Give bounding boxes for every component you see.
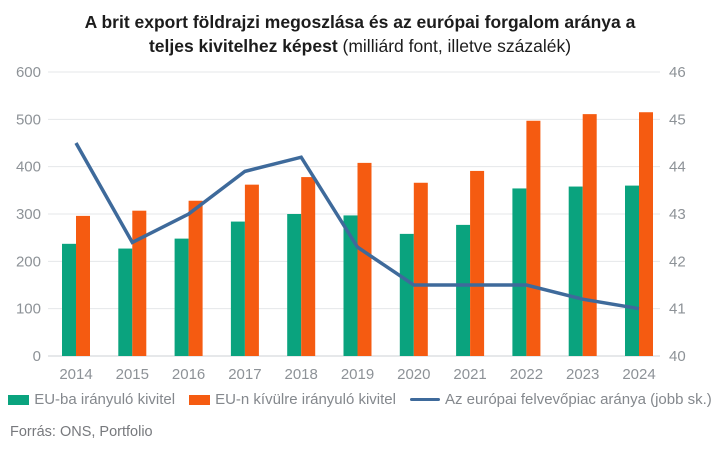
y-axis-label-left: 600 [16, 64, 41, 81]
x-axis-label: 2021 [453, 366, 486, 383]
chart-title-line2-bold: teljes kivitelhez képest [148, 36, 338, 57]
legend-swatch-non-eu-export [189, 394, 211, 405]
eu-share-trend-line [74, 142, 640, 311]
y-axis-label-left: 200 [16, 253, 41, 270]
y-axis-label-left: 0 [33, 348, 41, 365]
x-axis-label: 2019 [341, 366, 374, 383]
bar-non-eu-export-2020 [413, 182, 428, 356]
y-axis-label-right: 45 [669, 111, 686, 128]
bar-non-eu-export-2014 [76, 215, 90, 356]
x-axis-label: 2015 [116, 366, 149, 383]
y-axis-label-left: 300 [16, 206, 41, 223]
legend-swatch-eu-share-line [409, 397, 440, 402]
bar-eu-export-2022 [512, 188, 527, 356]
bar-eu-export-2023 [568, 186, 583, 356]
y-axis-label-left: 100 [16, 301, 41, 318]
chart-title-unit: (milliárd font, illetve százalék) [337, 36, 572, 57]
bar-eu-export-2021 [456, 224, 471, 356]
bar-eu-export-2024 [625, 185, 639, 356]
bar-non-eu-export-2016 [188, 200, 203, 356]
bar-eu-export-2020 [399, 233, 414, 356]
legend-item-eu-share-line: Az európai felvevőpiac aránya (jobb sk.) [409, 391, 712, 408]
legend: EU-ba irányuló kivitel EU-n kívülre irán… [0, 391, 720, 408]
y-axis-label-right: 41 [669, 301, 686, 318]
y-axis-label-left: 400 [16, 159, 41, 176]
legend-swatch-eu-export [8, 394, 30, 405]
legend-label-non-eu-export: EU-n kívülre irányuló kivitel [215, 391, 396, 408]
y-axis-label-right: 46 [669, 64, 686, 81]
chart-canvas: 0 40 100 41 200 42 300 43 400 44 500 45 600 46 2014 201… [16, 64, 686, 383]
x-axis-label: 2018 [285, 366, 318, 383]
bar-non-eu-export-2015 [132, 210, 147, 356]
y-axis-label-right: 42 [669, 253, 686, 270]
bar-eu-export-2017 [230, 221, 245, 356]
y-axis-label-right: 40 [669, 348, 686, 365]
source-note: Forrás: ONS, Portfolio [10, 424, 153, 440]
x-axis-label: 2022 [510, 366, 543, 383]
x-axis-label: 2016 [172, 366, 205, 383]
x-axis-label: 2014 [59, 366, 92, 383]
chart-title-line2: teljes kivitelhez képest (milliárd font,… [0, 34, 720, 58]
bar-non-eu-export-2017 [244, 184, 259, 356]
x-axis-label: 2020 [397, 366, 430, 383]
x-axis-label: 2024 [622, 366, 655, 383]
bar-non-eu-export-2019 [357, 162, 372, 356]
y-axis-label-right: 44 [669, 159, 686, 176]
bar-eu-export-2015 [118, 248, 133, 356]
bar-non-eu-export-2018 [301, 177, 316, 356]
x-axis-label: 2023 [566, 366, 599, 383]
bar-eu-export-2014 [62, 243, 76, 356]
legend-item-eu-export: EU-ba irányuló kivitel [8, 391, 175, 408]
bar-non-eu-export-2023 [582, 114, 597, 356]
y-axis-label-left: 500 [16, 111, 41, 128]
legend-label-eu-export: EU-ba irányuló kivitel [34, 391, 176, 408]
bar-non-eu-export-2021 [470, 170, 485, 356]
chart-title-line1: A brit export földrajzi megoszlása és az… [84, 12, 636, 32]
legend-label-eu-share-line: Az európai felvevőpiac aránya (jobb sk.) [444, 391, 712, 408]
bar-eu-export-2018 [287, 214, 302, 356]
legend-item-non-eu-export: EU-n kívülre irányuló kivitel [189, 391, 396, 408]
bar-eu-export-2019 [343, 215, 358, 356]
bar-non-eu-export-2024 [639, 112, 653, 356]
bar-eu-export-2016 [174, 238, 189, 356]
bar-non-eu-export-2022 [526, 120, 541, 357]
chart-title: A brit export földrajzi megoszlása és az… [0, 10, 720, 58]
y-axis-label-right: 43 [669, 206, 686, 223]
x-axis-label: 2017 [228, 366, 261, 383]
